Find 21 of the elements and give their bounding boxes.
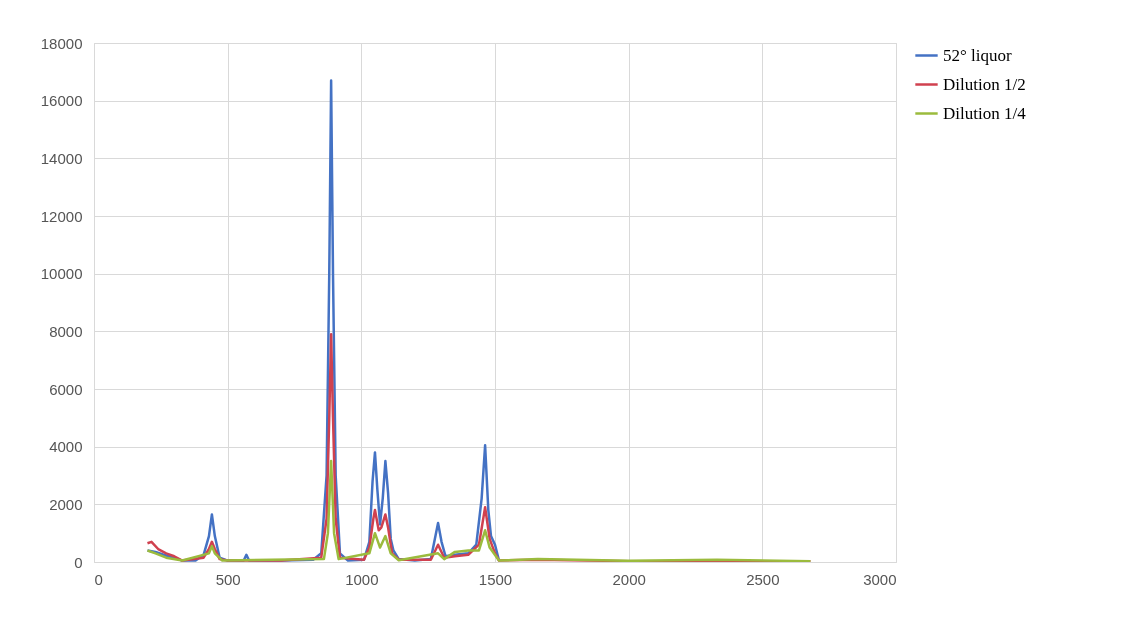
y-tick-label: 0 <box>74 553 83 571</box>
legend-label: Dilution 1/2 <box>943 74 1026 94</box>
x-tick-label: 2000 <box>612 570 646 588</box>
x-tick-label: 1500 <box>478 570 513 588</box>
x-tick-label: 2500 <box>746 570 780 588</box>
x-tick-label: 0 <box>94 570 103 588</box>
y-tick-label: 12000 <box>40 207 83 225</box>
legend-label: Dilution 1/4 <box>943 103 1027 123</box>
y-tick-label: 10000 <box>40 265 83 283</box>
line-series <box>146 459 812 562</box>
y-tick-label: 2000 <box>49 495 83 513</box>
y-tick-label: 18000 <box>40 34 83 52</box>
x-tick-label: 1000 <box>345 570 379 588</box>
y-tick-label: 16000 <box>40 92 83 110</box>
y-tick-label: 4000 <box>49 438 83 456</box>
y-tick-label: 14000 <box>40 149 83 167</box>
legend-label: 52° liquor <box>943 45 1012 65</box>
x-tick-label: 3000 <box>863 570 897 588</box>
x-tick-label: 500 <box>215 570 241 588</box>
y-tick-label: 6000 <box>49 380 83 398</box>
y-tick-label: 8000 <box>49 322 83 340</box>
